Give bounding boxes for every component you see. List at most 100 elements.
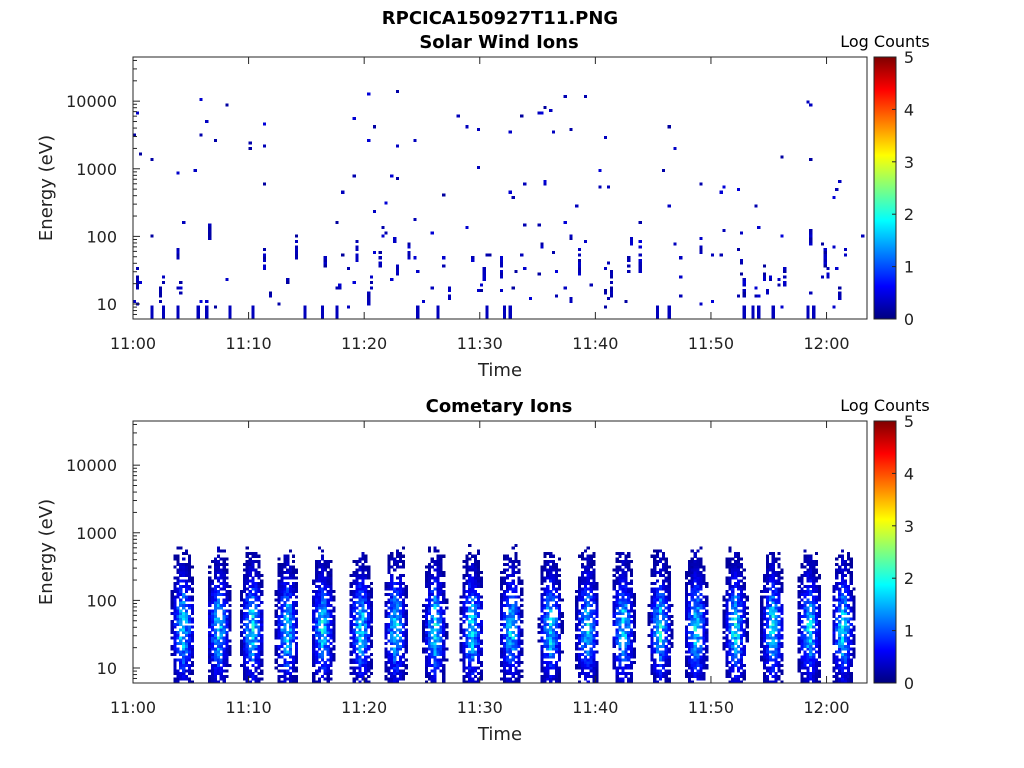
heatmap-cell xyxy=(187,568,192,572)
heatmap-cell xyxy=(228,310,232,314)
heatmap-cell xyxy=(199,299,203,303)
heatmap-cell xyxy=(242,644,246,648)
heatmap-cell xyxy=(468,576,472,580)
heatmap-cell xyxy=(439,606,443,610)
heatmap-cell xyxy=(696,571,700,575)
heatmap-cell xyxy=(505,590,509,594)
heatmap-cell xyxy=(557,650,561,654)
heatmap-cell xyxy=(176,674,180,678)
heatmap-cell xyxy=(439,612,443,616)
heatmap-cell xyxy=(699,603,703,607)
heatmap-cell xyxy=(190,595,194,599)
heatmap-cell xyxy=(725,579,729,583)
colorbar-tick-label: 2 xyxy=(904,205,914,224)
heatmap-cell xyxy=(320,650,325,654)
heatmap-cell xyxy=(459,617,463,621)
heatmap-cell xyxy=(320,674,325,678)
heatmap-cell xyxy=(624,562,628,566)
heatmap-cell xyxy=(760,628,764,632)
heatmap-cell xyxy=(739,231,744,235)
heatmap-cell xyxy=(517,655,521,659)
heatmap-cell xyxy=(578,587,582,591)
heatmap-cell xyxy=(294,642,299,646)
heatmap-cell xyxy=(658,609,663,613)
heatmap-cell xyxy=(179,663,183,667)
heatmap-cell xyxy=(436,554,440,558)
heatmap-cell xyxy=(543,603,547,607)
heatmap-cell xyxy=(765,650,770,654)
heatmap-cell xyxy=(589,628,593,632)
heatmap-cell xyxy=(187,669,192,673)
heatmap-cell xyxy=(589,573,593,577)
heatmap-cell xyxy=(734,663,738,667)
heatmap-cell xyxy=(208,234,212,238)
heatmap-cell xyxy=(502,612,507,616)
heatmap-cell xyxy=(736,614,741,618)
heatmap-cell xyxy=(361,587,365,591)
heatmap-cell xyxy=(436,308,440,312)
heatmap-cell xyxy=(514,642,518,646)
heatmap-cell xyxy=(213,595,218,599)
heatmap-cell xyxy=(274,614,278,618)
heatmap-cell xyxy=(627,620,631,624)
heatmap-cell xyxy=(543,674,547,678)
heatmap-cell xyxy=(369,286,374,290)
heatmap-cell xyxy=(696,565,700,569)
heatmap-cell xyxy=(777,647,781,651)
heatmap-cell xyxy=(537,631,541,635)
heatmap-cell xyxy=(552,617,556,621)
heatmap-cell xyxy=(632,622,637,626)
heatmap-cell xyxy=(332,625,336,629)
heatmap-cell xyxy=(777,606,781,610)
heatmap-cell xyxy=(291,568,296,572)
heatmap-cell xyxy=(552,573,556,577)
heatmap-cell xyxy=(520,633,524,637)
heatmap-cell xyxy=(424,658,429,662)
heatmap-cell xyxy=(736,595,741,599)
heatmap-cell xyxy=(624,587,628,591)
heatmap-cell xyxy=(615,636,619,640)
heatmap-cell xyxy=(687,612,692,616)
heatmap-cell xyxy=(291,677,296,681)
heatmap-cell xyxy=(395,89,400,93)
heatmap-cell xyxy=(514,647,518,651)
heatmap-cell xyxy=(765,291,770,295)
heatmap-cell xyxy=(543,562,547,566)
heatmap-cell xyxy=(433,658,437,662)
heatmap-cell xyxy=(731,658,735,662)
heatmap-cell xyxy=(239,595,244,599)
heatmap-cell xyxy=(508,636,512,640)
heatmap-cell xyxy=(765,579,770,583)
heatmap-cell xyxy=(508,612,512,616)
heatmap-cell xyxy=(364,666,368,670)
heatmap-cell xyxy=(465,582,469,586)
heatmap-cell xyxy=(650,644,654,648)
heatmap-cell xyxy=(687,571,692,575)
heatmap-cell xyxy=(465,568,469,572)
heatmap-cell xyxy=(670,633,674,637)
heatmap-cell xyxy=(699,601,703,605)
heatmap-cell xyxy=(473,631,478,635)
heatmap-cell xyxy=(693,642,697,646)
heatmap-cell xyxy=(187,554,192,558)
heatmap-cell xyxy=(621,606,625,610)
heatmap-cell xyxy=(390,603,394,607)
heatmap-cell xyxy=(257,672,261,676)
heatmap-cell xyxy=(242,587,246,591)
heatmap-cell xyxy=(222,625,226,629)
heatmap-cell xyxy=(216,546,220,550)
heatmap-cell xyxy=(459,647,463,651)
heatmap-cell xyxy=(702,612,706,616)
heatmap-cell xyxy=(185,614,189,618)
heatmap-cell xyxy=(367,614,371,618)
heatmap-cell xyxy=(208,609,212,613)
heatmap-cell xyxy=(693,633,697,637)
heatmap-cell xyxy=(705,631,709,635)
heatmap-cell xyxy=(439,568,443,572)
heatmap-cell xyxy=(546,606,550,610)
heatmap-cell xyxy=(260,636,264,640)
heatmap-cell xyxy=(173,603,177,607)
heatmap-cell xyxy=(552,568,556,572)
heatmap-cell xyxy=(277,614,281,618)
heatmap-cell xyxy=(294,677,299,681)
